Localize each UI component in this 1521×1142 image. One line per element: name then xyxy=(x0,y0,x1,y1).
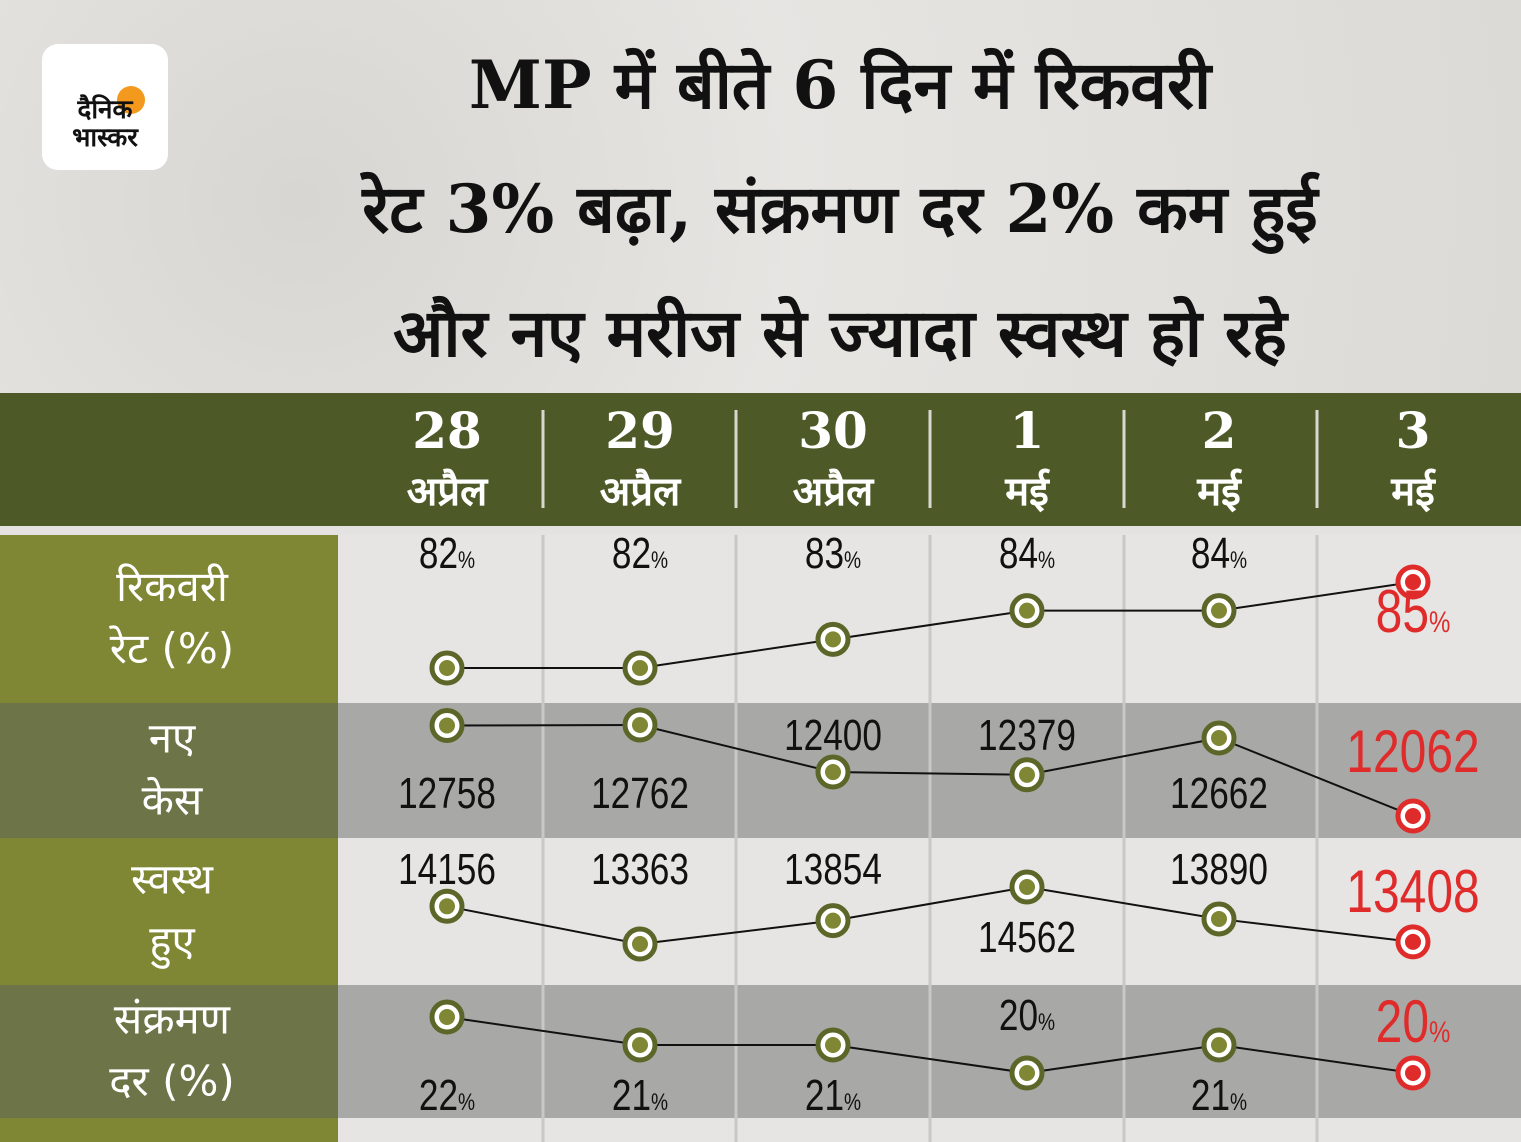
data-label: 13363 xyxy=(591,845,689,894)
date-month: मई xyxy=(1196,468,1243,515)
date-day: 29 xyxy=(605,401,675,460)
logo-line1: दैनिक xyxy=(77,95,133,125)
row-label-band xyxy=(0,535,338,703)
data-point xyxy=(1211,602,1227,619)
data-point xyxy=(1211,910,1227,927)
series-label-line1: रिकवरी xyxy=(116,562,229,611)
date-month: अप्रैल xyxy=(600,468,682,515)
data-point xyxy=(1211,730,1227,746)
series-label-line2: रेट (%) xyxy=(109,624,235,673)
data-point xyxy=(1405,933,1421,950)
data-point xyxy=(632,660,648,676)
data-label: 21% xyxy=(805,1071,861,1120)
series-label-line2: दर (%) xyxy=(109,1057,235,1106)
data-point xyxy=(632,936,648,952)
data-label: 12762 xyxy=(591,769,689,818)
title-line3: और नए मरीज से ज्यादा स्वस्थ हो रहे xyxy=(393,294,1287,372)
date-month: मई xyxy=(1390,468,1437,515)
data-point xyxy=(1405,808,1421,824)
logo-line2: भास्कर xyxy=(72,123,138,153)
series-label-line1: स्वस्थ xyxy=(131,855,214,904)
data-point xyxy=(1019,602,1035,619)
data-label: 13408 xyxy=(1346,858,1479,925)
date-month: अप्रैल xyxy=(407,468,489,515)
date-day: 28 xyxy=(412,401,482,460)
data-label: 21% xyxy=(1191,1071,1247,1120)
data-point xyxy=(1019,1065,1035,1081)
date-month: अप्रैल xyxy=(793,468,875,515)
title-line2: रेट 3% बढ़ा, संक्रमण दर 2% कम हुई xyxy=(362,170,1318,248)
date-day: 2 xyxy=(1202,401,1237,460)
data-label: 12758 xyxy=(398,769,496,818)
data-point xyxy=(1405,574,1421,590)
series-label-line1: नए xyxy=(149,714,196,763)
data-label: 13854 xyxy=(784,845,882,894)
row-label-band xyxy=(0,838,338,985)
data-label: 14562 xyxy=(978,913,1076,962)
data-point xyxy=(439,898,455,915)
series-line xyxy=(446,885,1414,946)
data-point xyxy=(1019,879,1035,895)
header-band xyxy=(0,393,1521,526)
data-point xyxy=(825,912,841,929)
sun-icon xyxy=(117,86,145,114)
data-point xyxy=(1019,766,1035,783)
series-line xyxy=(447,581,1414,669)
data-point xyxy=(825,631,841,648)
background xyxy=(0,0,1521,393)
data-label: 13890 xyxy=(1170,845,1268,894)
date-day: 1 xyxy=(1010,401,1045,460)
row-label-band xyxy=(0,985,338,1118)
data-point xyxy=(439,1009,455,1025)
data-label: 14156 xyxy=(398,845,496,894)
series-line xyxy=(446,723,1414,817)
date-day: 3 xyxy=(1396,401,1431,460)
data-point xyxy=(825,1037,841,1053)
title-line1: MP में बीते 6 दिन में रिकवरी xyxy=(468,46,1212,124)
series-line xyxy=(446,1016,1414,1075)
row-label-band xyxy=(0,703,338,838)
data-label: 12379 xyxy=(978,711,1076,760)
data-label: 12400 xyxy=(784,711,882,760)
series-label-line2: हुए xyxy=(149,917,195,970)
data-label: 12062 xyxy=(1346,718,1479,785)
data-point xyxy=(439,660,455,676)
series-label-line1: संक्रमण xyxy=(114,995,231,1044)
dainik-bhaskar-logo: दैनिक भास्कर xyxy=(42,44,168,170)
data-point xyxy=(632,1037,648,1053)
data-point xyxy=(1211,1037,1227,1053)
date-month: मई xyxy=(1004,468,1051,515)
data-point xyxy=(1405,1065,1421,1081)
bottom-label-band xyxy=(0,1118,338,1142)
data-point xyxy=(825,764,841,781)
series-label-line2: केस xyxy=(142,776,203,825)
data-point xyxy=(632,717,648,733)
data-label: 12662 xyxy=(1170,769,1268,818)
date-day: 30 xyxy=(798,401,868,460)
data-point xyxy=(439,717,455,734)
